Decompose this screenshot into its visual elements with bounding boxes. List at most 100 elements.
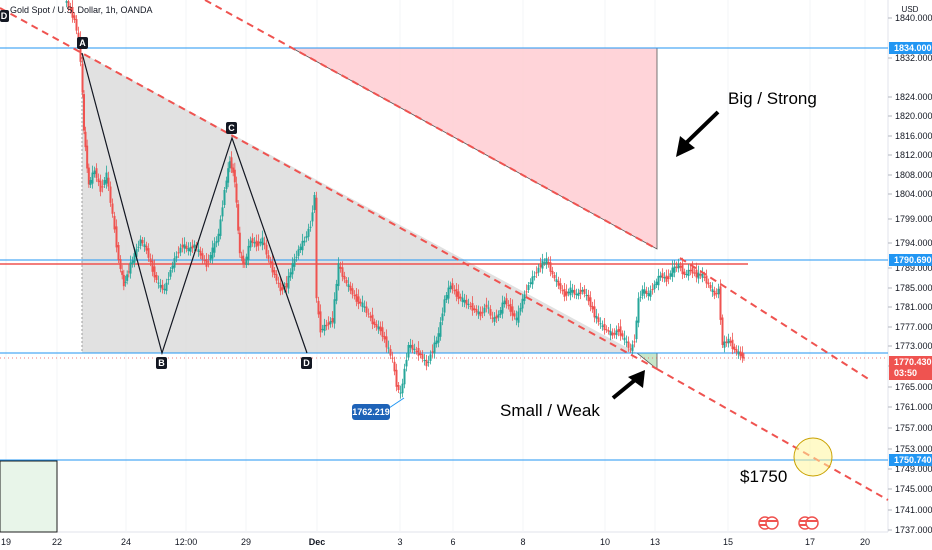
candle-body (87, 167, 90, 185)
x-tick-label: 3 (397, 537, 402, 547)
candle-body (487, 307, 490, 309)
candle-body (263, 242, 266, 245)
candle-body (223, 190, 226, 205)
candle-body (643, 289, 646, 294)
candle-body (611, 332, 614, 336)
candle-body (739, 351, 742, 357)
y-tick-label: 1789.000 (895, 263, 932, 273)
candle-body (653, 284, 656, 290)
lower-trendline-extension[interactable] (656, 368, 889, 501)
low-price-label[interactable]: 1762.219 (352, 404, 390, 420)
candle-body (579, 289, 582, 295)
candle-body (625, 341, 628, 343)
candle-body (281, 287, 284, 291)
candle-body (151, 260, 154, 272)
abcd-pattern-lines[interactable] (81, 52, 308, 356)
candle-body (559, 283, 562, 290)
candle-body (697, 272, 700, 279)
candle-body (73, 15, 76, 20)
candle-body (565, 291, 568, 296)
candle-body (365, 306, 368, 313)
candle-body (567, 291, 570, 294)
small-weak-annotation: Small / Weak (500, 401, 600, 420)
candle-body (351, 288, 354, 295)
candle-body (101, 186, 104, 188)
candle-body (529, 282, 532, 285)
candle-body (135, 248, 138, 257)
candle-body (723, 341, 726, 348)
x-tick-label: 15 (723, 537, 733, 547)
candle-body (81, 63, 84, 93)
candle-body (415, 350, 418, 352)
candle-body (703, 276, 706, 278)
candle-body (329, 321, 332, 325)
candle-body (585, 294, 588, 297)
candle-body (725, 341, 728, 343)
event-flag-us-1[interactable] (758, 516, 779, 530)
candle-body (575, 293, 578, 296)
candle-body (447, 287, 450, 299)
candle-body (627, 341, 630, 348)
candle-body (663, 277, 666, 279)
candle-body (199, 250, 202, 256)
candle-body (261, 237, 264, 246)
candle-body (305, 236, 308, 239)
price-level-box[interactable] (889, 42, 932, 54)
candle-body (583, 289, 586, 294)
candle-body (137, 246, 140, 248)
candle-body (491, 317, 494, 319)
candle-body (361, 302, 364, 307)
x-tick-label: 8 (520, 537, 525, 547)
candle-body (537, 267, 540, 273)
candle-body (375, 324, 378, 328)
upper-trendline-extension[interactable] (679, 257, 871, 381)
candle-body (737, 351, 740, 355)
candle-body (587, 294, 590, 302)
candle-body (393, 361, 396, 372)
candle-body (523, 294, 526, 301)
candle-body (217, 233, 220, 242)
candle-body (213, 243, 216, 253)
candle-body (595, 315, 598, 319)
candle-body (233, 169, 236, 183)
candle-body (423, 359, 426, 362)
candle-body (265, 244, 268, 255)
candle-body (471, 303, 474, 311)
candle-body (691, 267, 694, 274)
upper-trendline[interactable] (204, 0, 658, 250)
candle-body (341, 267, 344, 277)
price-level-box[interactable] (889, 356, 932, 380)
candle-body (391, 357, 394, 359)
price-level-box[interactable] (889, 254, 932, 266)
candle-body (122, 274, 125, 287)
candle-body (153, 266, 156, 278)
candle-body (315, 197, 318, 299)
candle-body (613, 333, 616, 335)
candle-body (515, 317, 518, 321)
candle-body (461, 297, 464, 302)
candle-body (303, 240, 306, 243)
candle-body (181, 244, 184, 248)
candle-body (441, 313, 444, 321)
x-tick-label: 20 (860, 537, 870, 547)
candle-body (159, 284, 162, 288)
candle-body (173, 258, 176, 268)
candle-body (469, 305, 472, 307)
lower-trendline[interactable] (0, 7, 658, 370)
pattern-label-d: D (301, 357, 312, 369)
candle-body (601, 325, 604, 327)
candle-body (555, 279, 558, 282)
event-flag-us-2[interactable] (798, 516, 819, 530)
candle-body (403, 368, 406, 385)
candle-body (457, 291, 460, 300)
price-level-box[interactable] (889, 454, 932, 466)
candle-body (497, 314, 500, 318)
price-level-text: 1770.430 (894, 357, 932, 367)
x-axis-ticks: 19 22 24 12:00 29 Dec 3 6 8 10 13 15 17 20 (1, 537, 870, 547)
candle-body (243, 262, 246, 265)
candle-body (681, 264, 684, 275)
big-strong-annotation: Big / Strong (728, 89, 817, 108)
candle-body (185, 245, 188, 249)
